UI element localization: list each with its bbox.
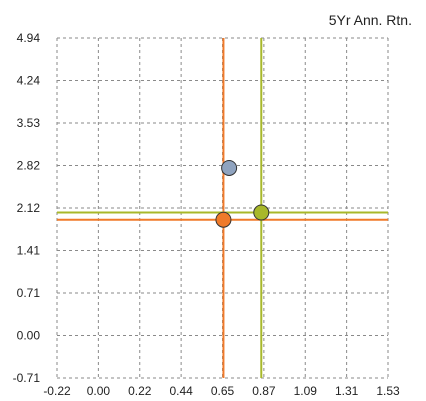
y-axis-label: 5Yr Ann. Rtn. [329,12,412,28]
y-tick-label: 4.24 [17,74,41,88]
x-tick-label: 0.22 [128,384,152,398]
data-point [221,159,238,176]
x-tick-label: 1.09 [294,384,318,398]
y-tick-label: 1.41 [17,244,41,258]
y-tick-label: 0.00 [17,329,41,343]
y-tick-label: 2.82 [17,159,41,173]
data-point [253,204,270,221]
x-tick-label: 1.53 [376,384,400,398]
data-points [215,159,270,228]
y-tick-labels: 4.94 4.24 3.53 2.82 2.12 1.41 0.71 0.00 -0.71 [13,31,41,385]
data-point [215,211,232,228]
x-tick-label: -0.22 [43,384,71,398]
x-tick-label: 1.31 [335,384,359,398]
x-tick-label: 0.44 [169,384,193,398]
y-tick-label: 3.53 [17,116,41,130]
x-tick-label: 0.65 [211,384,235,398]
x-tick-label: 0.00 [87,384,111,398]
y-tick-label: 0.71 [17,286,41,300]
y-tick-label: 2.12 [17,201,41,215]
y-tick-label: -0.71 [13,371,41,385]
x-tick-label: 0.87 [252,384,276,398]
y-tick-label: 4.94 [17,31,41,45]
x-tick-labels: -0.22 0.00 0.22 0.44 0.65 0.87 1.09 1.31 1.53 [43,384,400,398]
